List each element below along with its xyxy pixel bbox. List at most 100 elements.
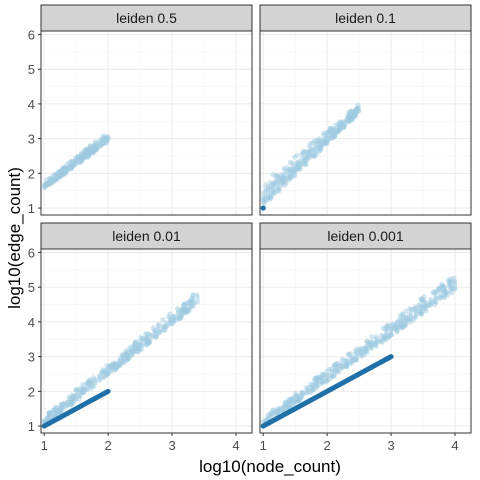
y-tick-label: 2 bbox=[28, 166, 35, 181]
y-tick-label: 1 bbox=[28, 419, 35, 434]
panel-background bbox=[260, 31, 471, 215]
scatter-point bbox=[69, 392, 75, 398]
x-tick-label: 1 bbox=[260, 438, 267, 453]
facet-panel: leiden 0.001 bbox=[259, 222, 472, 434]
scatter-band-core bbox=[261, 105, 362, 205]
scatter-point bbox=[138, 334, 144, 341]
panel-background bbox=[41, 31, 252, 215]
scatter-point bbox=[446, 278, 452, 284]
y-tick-label: 6 bbox=[28, 27, 35, 42]
facet-panel: leiden 0.1 bbox=[259, 4, 472, 216]
scatter-point bbox=[73, 387, 79, 393]
x-tick-label: 1 bbox=[41, 438, 48, 453]
facet-strip-label: leiden 0.5 bbox=[116, 10, 177, 26]
x-tick-label: 4 bbox=[232, 438, 239, 453]
x-tick-label: 3 bbox=[387, 438, 394, 453]
facet-strip-label: leiden 0.001 bbox=[327, 228, 404, 244]
scatter-point bbox=[312, 375, 318, 381]
y-tick-label: 4 bbox=[28, 97, 35, 112]
scatter-point bbox=[333, 361, 339, 367]
scatter-point bbox=[437, 285, 443, 291]
scatter-point bbox=[269, 407, 276, 414]
scatter-point bbox=[431, 289, 437, 295]
scatter-point bbox=[399, 311, 406, 317]
scatter-point bbox=[155, 321, 162, 328]
scatter-point bbox=[127, 344, 134, 350]
scatter-band-core bbox=[42, 134, 111, 190]
scatter-point bbox=[319, 371, 325, 377]
scatter-point bbox=[143, 331, 149, 337]
scatter-point bbox=[271, 407, 277, 413]
scatter-point bbox=[398, 312, 404, 318]
scatter-point bbox=[384, 324, 390, 330]
scatter-point bbox=[263, 182, 269, 188]
scatter-point bbox=[270, 172, 276, 178]
y-tick-label: 4 bbox=[28, 315, 35, 330]
scatter-point bbox=[327, 125, 333, 131]
scatter-point bbox=[345, 351, 351, 357]
scatter-point bbox=[313, 375, 319, 381]
scatter-point bbox=[315, 375, 322, 381]
scatter-point bbox=[160, 317, 166, 323]
scatter-point bbox=[421, 294, 427, 300]
scatter-point bbox=[418, 296, 424, 302]
x-axis-title: log10(node_count) bbox=[199, 457, 341, 476]
scatter-point bbox=[364, 339, 370, 345]
y-tick-label: 5 bbox=[28, 280, 35, 295]
scatter-point bbox=[53, 404, 59, 410]
y-tick-label: 3 bbox=[28, 132, 35, 147]
facet-strip bbox=[259, 222, 472, 250]
x-tick-label: 3 bbox=[168, 438, 175, 453]
scatter-point bbox=[407, 306, 413, 312]
scatter-point bbox=[294, 152, 300, 158]
scatter-point bbox=[439, 281, 445, 288]
scatter-point bbox=[419, 296, 425, 302]
scatter-point bbox=[408, 307, 414, 313]
scatter-point bbox=[354, 346, 360, 352]
scatter-point bbox=[287, 159, 294, 165]
scatter-point bbox=[315, 374, 321, 380]
scatter-point bbox=[132, 339, 138, 345]
facet-strip bbox=[40, 222, 253, 250]
y-tick-label: 5 bbox=[28, 62, 35, 77]
scatter-point bbox=[320, 130, 327, 136]
scatter-point bbox=[403, 308, 409, 314]
scatter-point bbox=[364, 338, 370, 344]
axes-layer: 1 2 3 4 5 6 1 2 3 4 5 6 1 2 3 4 1 2 3 4 bbox=[28, 27, 459, 453]
scatter-point bbox=[448, 276, 454, 282]
scatter-point bbox=[384, 324, 390, 330]
scatter-point bbox=[310, 139, 316, 146]
scatter-point bbox=[419, 297, 426, 303]
scatter-point bbox=[413, 304, 419, 310]
y-tick-label: 3 bbox=[28, 350, 35, 365]
scatter-band-core bbox=[261, 279, 458, 427]
scatter-point bbox=[80, 382, 86, 388]
scatter-band-core bbox=[42, 294, 200, 427]
scatter-point bbox=[335, 360, 341, 366]
facet-strip bbox=[259, 4, 472, 32]
scatter-point bbox=[437, 285, 443, 291]
scatter-point bbox=[419, 297, 425, 303]
x-tick-label: 4 bbox=[451, 438, 458, 453]
scatter-point bbox=[339, 357, 346, 363]
scatter-point bbox=[53, 405, 59, 411]
y-tick-label: 2 bbox=[28, 384, 35, 399]
scatter-point bbox=[301, 148, 307, 154]
scatter-point bbox=[73, 387, 79, 393]
scatter-point bbox=[291, 154, 298, 160]
y-tick-label: 6 bbox=[28, 245, 35, 260]
scatter-point bbox=[445, 277, 451, 283]
scatter-point bbox=[300, 149, 306, 155]
scatter-point bbox=[433, 288, 439, 295]
scatter-point bbox=[150, 325, 156, 331]
facet-strip bbox=[40, 4, 253, 32]
facet-strip-label: leiden 0.01 bbox=[112, 228, 181, 244]
scatter-point bbox=[273, 173, 279, 179]
scatter-point bbox=[384, 322, 391, 328]
scatter-point bbox=[369, 334, 375, 340]
facet-strip-label: leiden 0.1 bbox=[335, 10, 396, 26]
scatter-point bbox=[380, 325, 386, 331]
facet-panel: leiden 0.5 bbox=[40, 4, 253, 216]
scatter-point bbox=[312, 138, 318, 144]
